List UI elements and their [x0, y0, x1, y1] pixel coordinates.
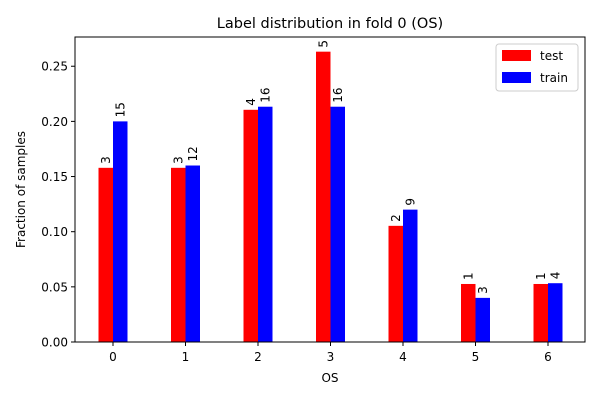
- bar-test-6: [533, 283, 548, 342]
- data-label-test-6: 1: [534, 272, 548, 280]
- x-axis: 0 1 2 3 4 5 6: [109, 342, 552, 364]
- legend: test train: [495, 43, 579, 92]
- chart-title: Label distribution in fold 0 (OS): [217, 16, 443, 32]
- bar-train-5: [475, 297, 490, 342]
- bar-train-4: [403, 209, 418, 342]
- x-axis-label: OS: [321, 371, 338, 385]
- y-tick-label: 0.15: [41, 170, 68, 184]
- x-tick-label: 5: [472, 350, 480, 364]
- x-tick-label: 1: [182, 350, 190, 364]
- y-axis-label: Fraction of samples: [14, 131, 28, 248]
- bar-train-1: [185, 165, 200, 342]
- legend-label-train: train: [540, 71, 568, 85]
- bar-test-2: [243, 109, 258, 343]
- data-label-test-5: 1: [461, 272, 475, 280]
- data-label-train-2: 16: [258, 87, 272, 102]
- data-label-train-1: 12: [186, 146, 200, 161]
- bars-group: [98, 51, 563, 343]
- bar-test-0: [98, 167, 113, 342]
- y-tick-label: 0.25: [41, 60, 68, 74]
- x-tick-label: 3: [327, 350, 335, 364]
- x-tick-label: 4: [399, 350, 407, 364]
- y-tick-label: 0.20: [41, 115, 68, 129]
- data-label-test-0: 3: [99, 156, 113, 164]
- x-tick-label: 0: [109, 350, 117, 364]
- data-label-train-3: 16: [331, 87, 345, 102]
- data-label-test-3: 5: [316, 40, 330, 48]
- y-tick-label: 0.10: [41, 225, 68, 239]
- bar-train-6: [548, 283, 563, 342]
- y-tick-label: 0.00: [41, 336, 68, 350]
- data-label-train-0: 15: [113, 102, 127, 117]
- bar-test-4: [388, 225, 403, 342]
- data-label-test-2: 4: [244, 98, 258, 106]
- bar-test-3: [316, 51, 331, 342]
- y-tick-label: 0.05: [41, 280, 68, 294]
- legend-label-test: test: [540, 49, 563, 63]
- y-axis: 0.00 0.05 0.10 0.15 0.20 0.25: [41, 60, 75, 350]
- bar-train-3: [330, 106, 345, 342]
- data-label-train-5: 3: [476, 286, 490, 294]
- data-label-test-1: 3: [171, 156, 185, 164]
- bar-train-0: [113, 121, 128, 343]
- data-labels-group: 3 3 4 5 2 1 1 15 12 16 16 9 3 4: [99, 40, 563, 294]
- data-label-train-6: 4: [548, 272, 562, 280]
- bar-train-2: [258, 106, 273, 342]
- legend-swatch-train: [502, 72, 531, 83]
- plot-frame: [74, 36, 586, 343]
- bar-test-5: [461, 283, 476, 342]
- legend-swatch-test: [502, 50, 531, 61]
- x-tick-label: 6: [544, 350, 552, 364]
- x-tick-label: 2: [254, 350, 262, 364]
- bar-test-1: [171, 167, 186, 342]
- data-label-train-4: 9: [403, 198, 417, 206]
- data-label-test-4: 2: [389, 214, 403, 222]
